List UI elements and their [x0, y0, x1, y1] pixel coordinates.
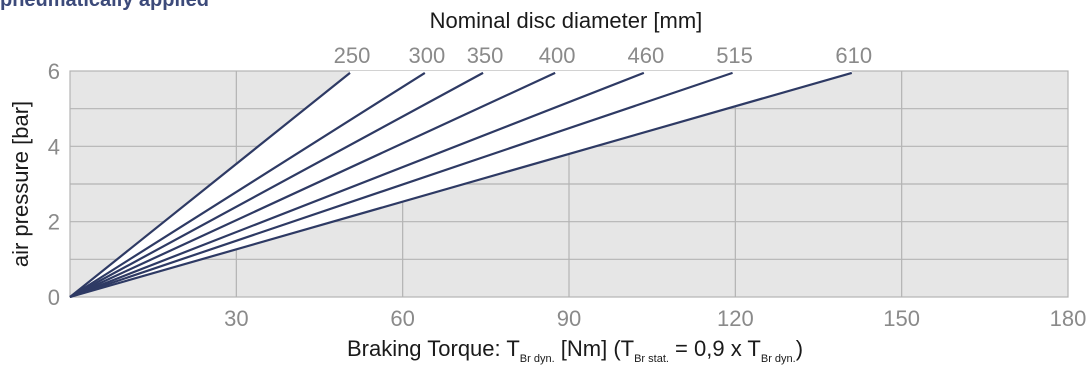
series-label-515: 515: [716, 43, 753, 68]
x-tick-labels: 30 60 90 120 150 180: [224, 306, 1086, 331]
y-tick-label: 2: [48, 210, 60, 235]
x-tick-label: 180: [1050, 306, 1087, 331]
x-axis-title-main: Braking Torque: T: [347, 336, 520, 361]
series-line-610: [69, 71, 853, 299]
series-label-610: 610: [835, 43, 872, 68]
x-tick-label: 90: [557, 306, 581, 331]
series-label-300: 300: [408, 43, 445, 68]
x-axis-title-sub2: Br stat.: [634, 353, 669, 365]
x-axis-title-sub1: Br dyn.: [520, 353, 555, 365]
x-tick-label: 120: [717, 306, 754, 331]
top-axis-title: Nominal disc diameter [mm]: [430, 8, 703, 33]
x-axis-title-mid2: = 0,9 x T: [669, 336, 761, 361]
x-axis-title-sub3: Br dyn.: [761, 353, 796, 365]
y-axis-title: air pressure [bar]: [8, 101, 33, 267]
series-line-460: [69, 71, 645, 299]
series-line-300: [69, 71, 426, 298]
y-tick-label: 0: [48, 285, 60, 310]
y-tick-labels: 0 2 4 6: [48, 59, 60, 310]
chart-heading: pneumatically applied: [0, 0, 209, 11]
series-line-350: [69, 71, 484, 298]
y-tick-label: 6: [48, 59, 60, 84]
x-tick-label: 150: [883, 306, 920, 331]
x-tick-label: 60: [390, 306, 414, 331]
y-tick-label: 4: [48, 134, 60, 159]
series-lines: [69, 71, 853, 299]
x-axis-title: Braking Torque: TBr dyn. [Nm] (TBr stat.…: [347, 336, 803, 365]
series-label-350: 350: [467, 43, 504, 68]
series-label-400: 400: [539, 43, 576, 68]
x-axis-title-end: ): [796, 336, 803, 361]
x-tick-label: 30: [224, 306, 248, 331]
series-label-250: 250: [334, 43, 371, 68]
series-line-515: [69, 71, 733, 299]
series-label-460: 460: [627, 43, 664, 68]
x-axis-title-mid1: [Nm] (T: [555, 336, 634, 361]
series-labels: 250 300 350 400 460 515 610: [334, 43, 872, 68]
series-line-250: [69, 72, 351, 298]
series-line-400: [69, 71, 556, 298]
